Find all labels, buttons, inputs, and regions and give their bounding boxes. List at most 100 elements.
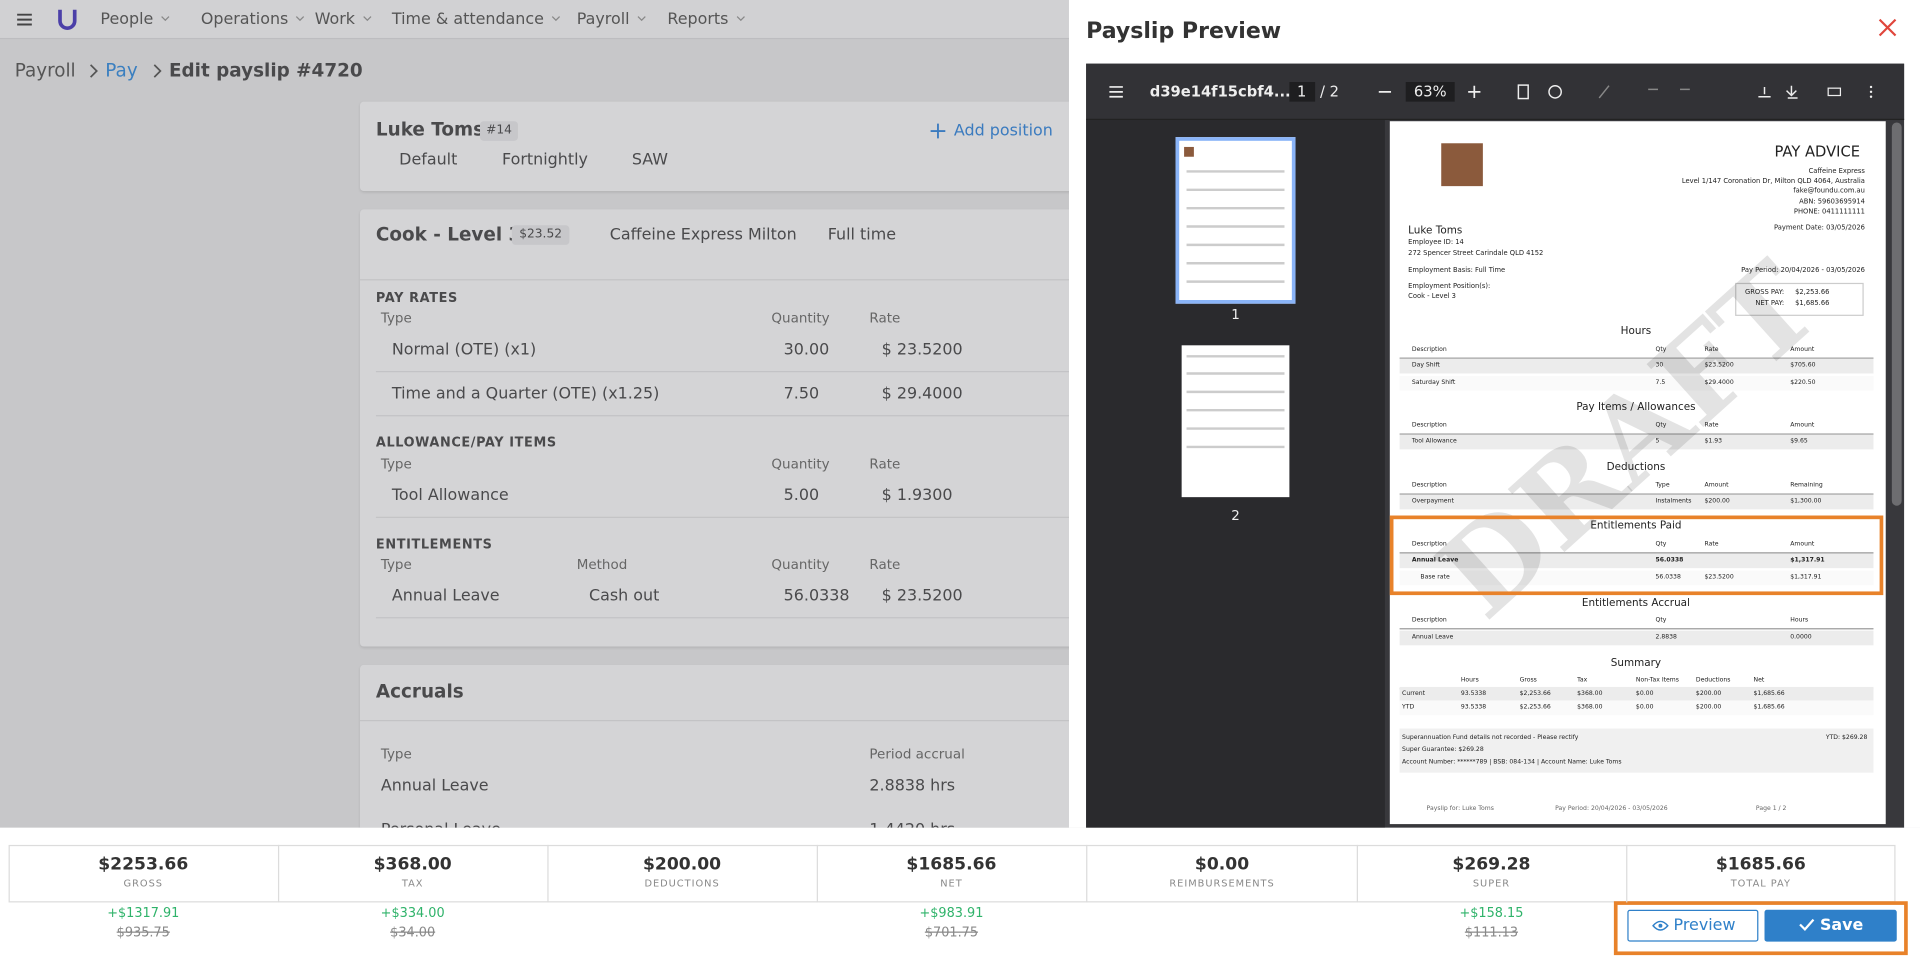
doc-column: Tax	[1577, 676, 1588, 684]
doc-column: Rate	[1704, 421, 1719, 430]
zoom-input[interactable]	[1405, 82, 1455, 102]
nav-chevron	[296, 16, 305, 22]
row-divider	[375, 415, 1087, 417]
close-button[interactable]	[1878, 18, 1897, 37]
doc-row	[1399, 630, 1874, 646]
doc-table-title: Deductions	[1606, 461, 1666, 474]
doc-footer: Pay Period: 20/04/2026 - 03/05/2026	[1555, 805, 1668, 813]
summary-label: GROSS	[123, 877, 163, 889]
doc-cell: 30	[1655, 361, 1664, 370]
page-count: / 2	[1320, 83, 1339, 101]
summary-label: SUPER	[1472, 877, 1511, 889]
doc-footer: Page 1 / 2	[1755, 805, 1787, 813]
doc-column: Description	[1411, 616, 1447, 624]
company-detail: fake@foundu.com.au	[1793, 187, 1865, 196]
thumb-label: 1	[1231, 306, 1240, 323]
doc-cell: Overpayment	[1411, 497, 1454, 506]
add-position[interactable]: Add position	[953, 121, 1053, 141]
cell-divider	[1625, 844, 1627, 903]
column-header: Rate	[869, 456, 901, 473]
column-header: Type	[380, 556, 412, 573]
summary-value: $1685.66	[1715, 854, 1806, 875]
thumb-label: 2	[1231, 507, 1240, 524]
cell-divider	[817, 844, 819, 903]
doc-table-title: Entitlements Accrual	[1581, 597, 1690, 610]
nav-item[interactable]: Time & attendance	[392, 12, 561, 28]
breadcrumb-separators	[90, 64, 162, 78]
sidebar-toggle[interactable]	[1109, 86, 1124, 98]
doc-row	[1399, 570, 1874, 586]
nav-chevron	[637, 16, 646, 22]
doc-cell: Day Shift	[1411, 361, 1440, 370]
nav-item[interactable]: Operations	[201, 12, 305, 28]
cell-divider	[278, 844, 280, 903]
page-input[interactable]	[1289, 82, 1316, 102]
doc-cell: $0.00	[1635, 690, 1654, 698]
column-header: Type	[380, 746, 412, 763]
page-number[interactable]: 1	[1296, 83, 1307, 101]
nav-chevron	[552, 16, 561, 22]
doc-column: Qty	[1655, 540, 1667, 548]
zoom[interactable]: 63%	[1413, 83, 1447, 101]
summary-label: DEDUCTIONS	[644, 877, 720, 889]
summary-previous: $34.00	[390, 925, 436, 941]
menu-icon[interactable]	[17, 13, 34, 28]
summary-value: $0.00	[1194, 854, 1250, 875]
doc-cell: Annual Leave	[1411, 556, 1459, 564]
doc-cell: 93.5338	[1460, 690, 1487, 698]
column-header: Quantity	[771, 456, 830, 473]
summary-value: $200.00	[643, 854, 722, 875]
toolbar-icons[interactable]	[1378, 84, 1873, 100]
position-title: Cook - Level 3	[375, 223, 522, 246]
nav-item[interactable]: Payroll	[577, 12, 646, 28]
doc-row	[1399, 553, 1874, 569]
company-detail: PHONE: 0411111111	[1793, 208, 1865, 216]
cell: Normal (OTE) (x1)	[391, 341, 537, 360]
doc-table-title: Pay Items / Allowances	[1576, 401, 1696, 414]
cell: 5.00	[783, 486, 820, 506]
doc-cell: 0.0000	[1790, 633, 1812, 642]
doc-column: Amount	[1790, 421, 1815, 430]
column-header: Quantity	[771, 310, 830, 327]
breadcrumb[interactable]: Payroll	[14, 59, 76, 82]
doc-cell: $1.93	[1704, 437, 1723, 446]
doc-column: Description	[1411, 540, 1447, 548]
nav-item[interactable]: Work	[315, 12, 372, 28]
summary-previous: $935.75	[116, 925, 170, 941]
cell-divider	[1356, 844, 1358, 903]
section-heading: ENTITLEMENTS	[375, 537, 493, 552]
nav-item[interactable]: People	[100, 12, 170, 28]
position-rate: $23.52	[511, 225, 570, 245]
save-label[interactable]: Save	[1819, 916, 1864, 935]
doc-cell: 7.5	[1655, 378, 1666, 387]
employee-tag: SAW	[631, 151, 669, 170]
employee-name: Luke Toms	[375, 118, 485, 141]
doc-cell: $200.00	[1695, 703, 1722, 711]
preview-panel: Payslip Preview d39e14f15cbf4... 1 / 2 63% 1 2…	[1068, 0, 1920, 828]
summary-label: TAX	[401, 877, 424, 889]
doc-header-rule	[1399, 552, 1874, 554]
save-button[interactable]	[1764, 909, 1897, 942]
preview-button[interactable]	[1627, 909, 1759, 942]
doc-cell: $220.50	[1790, 378, 1816, 387]
doc-cell: 93.5338	[1460, 703, 1487, 711]
panel-title: Payslip Preview	[1086, 18, 1282, 45]
cell: 56.0338	[783, 587, 850, 606]
super-guarantee: Super Guarantee: $269.28	[1402, 746, 1484, 754]
doc-column: Rate	[1704, 540, 1719, 548]
doc-column: Non-Tax Items	[1635, 676, 1679, 684]
cell: $ 23.5200	[881, 587, 963, 606]
breadcrumb[interactable]: Pay	[105, 59, 138, 82]
preview-label[interactable]: Preview	[1673, 916, 1736, 935]
nav-item[interactable]: Reports	[667, 12, 745, 28]
column-header: Method	[576, 556, 628, 573]
summary-bar: $2253.66 GROSS +$1317.91 $935.75 $368.00 TAX +…	[0, 827, 1920, 962]
doc-cell: Base rate	[1420, 573, 1450, 582]
entitlements-highlight	[1389, 515, 1884, 596]
thumbnail-1[interactable]	[1175, 137, 1296, 304]
employee-card	[360, 101, 1095, 192]
thumbnail-2[interactable]	[1181, 345, 1290, 498]
doc-cell: YTD	[1402, 703, 1415, 711]
add-icon[interactable]	[930, 123, 946, 139]
doc-cell: $1,300.00	[1790, 497, 1822, 506]
